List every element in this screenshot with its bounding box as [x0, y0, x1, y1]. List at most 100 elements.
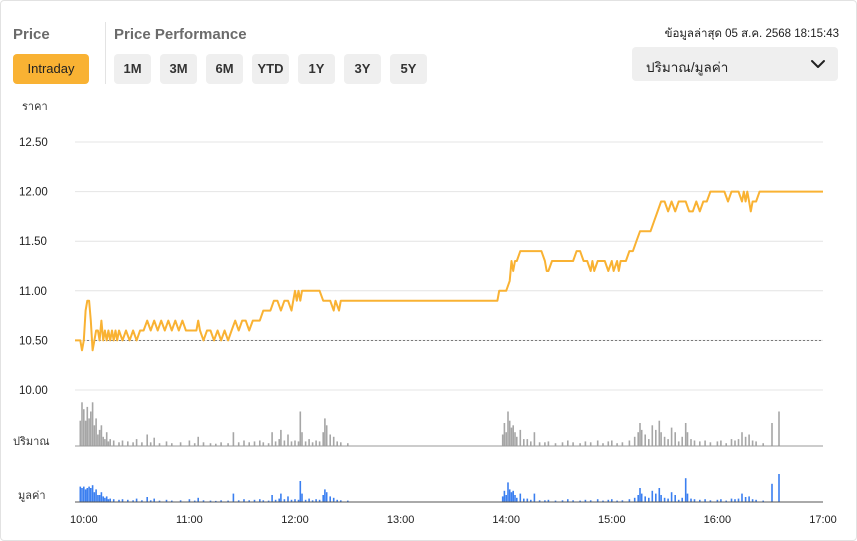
- volume-bar: [730, 439, 733, 446]
- value-bar: [639, 488, 641, 502]
- value-bar: [278, 498, 280, 502]
- value-bar: [778, 474, 780, 502]
- volume-bar: [510, 427, 513, 446]
- chevron-down-icon: [811, 60, 825, 68]
- volume-bar: [693, 440, 696, 446]
- value-bar: [755, 499, 757, 502]
- value-bar: [648, 497, 650, 502]
- volume-bar: [197, 436, 199, 446]
- value-bar: [640, 493, 643, 502]
- volume-bar: [633, 436, 636, 446]
- volume-bar: [112, 440, 115, 446]
- volume-bar: [501, 434, 504, 446]
- value-bar: [287, 496, 289, 502]
- x-tick-label: 17:00: [809, 514, 837, 526]
- volume-bar: [91, 402, 94, 446]
- volume-bar: [243, 440, 245, 446]
- volume-bar: [132, 442, 134, 446]
- intraday-button[interactable]: Intraday: [13, 54, 89, 84]
- value-bar: [720, 499, 722, 502]
- volume-bar: [579, 443, 581, 446]
- volume-bar: [503, 423, 506, 446]
- y-tick-label: 12.50: [19, 137, 48, 149]
- value-bar: [709, 500, 712, 502]
- value-bar: [519, 493, 522, 502]
- volume-bar: [158, 443, 161, 446]
- value-bar: [304, 499, 307, 502]
- value-bar: [132, 500, 134, 502]
- value-bar: [93, 492, 96, 502]
- value-bar: [677, 499, 680, 502]
- volume-bar: [127, 441, 129, 446]
- volume-value-select[interactable]: ปริมาณ/มูลค่า: [632, 47, 838, 81]
- value-bar: [141, 500, 143, 502]
- volume-bar: [751, 440, 754, 446]
- volume-bar: [318, 441, 321, 446]
- header-divider: [105, 22, 106, 84]
- volume-bar: [329, 434, 331, 446]
- value-bar: [501, 496, 504, 502]
- volume-bar: [709, 442, 712, 446]
- range-button-3y[interactable]: 3Y: [344, 54, 381, 84]
- range-button-3m[interactable]: 3M: [160, 54, 197, 84]
- volume-bar: [737, 439, 740, 446]
- range-button-5y[interactable]: 5Y: [390, 54, 427, 84]
- value-bar: [88, 486, 90, 502]
- volume-bar: [639, 423, 641, 446]
- volume-bar: [283, 440, 286, 446]
- volume-bar: [699, 441, 701, 446]
- value-bar: [637, 495, 639, 502]
- volume-bar: [227, 443, 229, 446]
- x-tick-label: 12:00: [281, 514, 309, 526]
- value-bar: [202, 500, 205, 502]
- value-bar: [633, 497, 636, 502]
- volume-bar: [567, 440, 569, 446]
- volume-bar: [105, 432, 108, 446]
- volume-bar: [324, 418, 326, 446]
- range-button-6m[interactable]: 6M: [206, 54, 243, 84]
- value-bar: [301, 493, 303, 502]
- volume-bar: [165, 441, 168, 446]
- volume-bar: [516, 436, 518, 446]
- range-button-1m[interactable]: 1M: [114, 54, 151, 84]
- value-bar: [741, 493, 743, 502]
- volume-bar: [90, 411, 92, 446]
- value-bar: [171, 500, 173, 502]
- value-bar: [274, 499, 277, 502]
- range-button-1y[interactable]: 1Y: [298, 54, 335, 84]
- volume-bar: [146, 434, 148, 446]
- value-bar: [318, 499, 321, 502]
- volume-bar: [280, 429, 282, 446]
- volume-bar: [188, 440, 191, 446]
- value-bar: [149, 500, 152, 502]
- volume-bar: [778, 411, 780, 446]
- volume-bar: [584, 441, 587, 446]
- volume-bar: [107, 441, 110, 446]
- value-bar: [259, 499, 261, 502]
- volume-bar: [104, 439, 106, 446]
- volume-bar: [748, 434, 750, 446]
- volume-bar: [690, 439, 692, 446]
- volume-bar: [100, 425, 103, 446]
- volume-bar: [663, 436, 666, 446]
- volume-bar: [278, 439, 280, 446]
- value-bar: [616, 500, 618, 502]
- value-bar: [572, 500, 574, 502]
- value-bar: [644, 496, 646, 502]
- volume-bar: [755, 441, 757, 446]
- value-bar: [91, 485, 94, 502]
- value-bar: [336, 499, 338, 502]
- value-bar: [104, 497, 106, 502]
- value-bar: [100, 492, 103, 502]
- value-bar: [294, 499, 296, 502]
- value-bar: [237, 500, 240, 502]
- volume-bar: [253, 441, 256, 446]
- value-bar: [681, 497, 683, 502]
- value-bar: [324, 489, 326, 502]
- value-bar: [716, 499, 719, 502]
- y-tick-label: 11.50: [19, 236, 47, 248]
- range-button-ytd[interactable]: YTD: [252, 54, 289, 84]
- volume-bar: [202, 442, 205, 446]
- volume-bar: [684, 423, 687, 446]
